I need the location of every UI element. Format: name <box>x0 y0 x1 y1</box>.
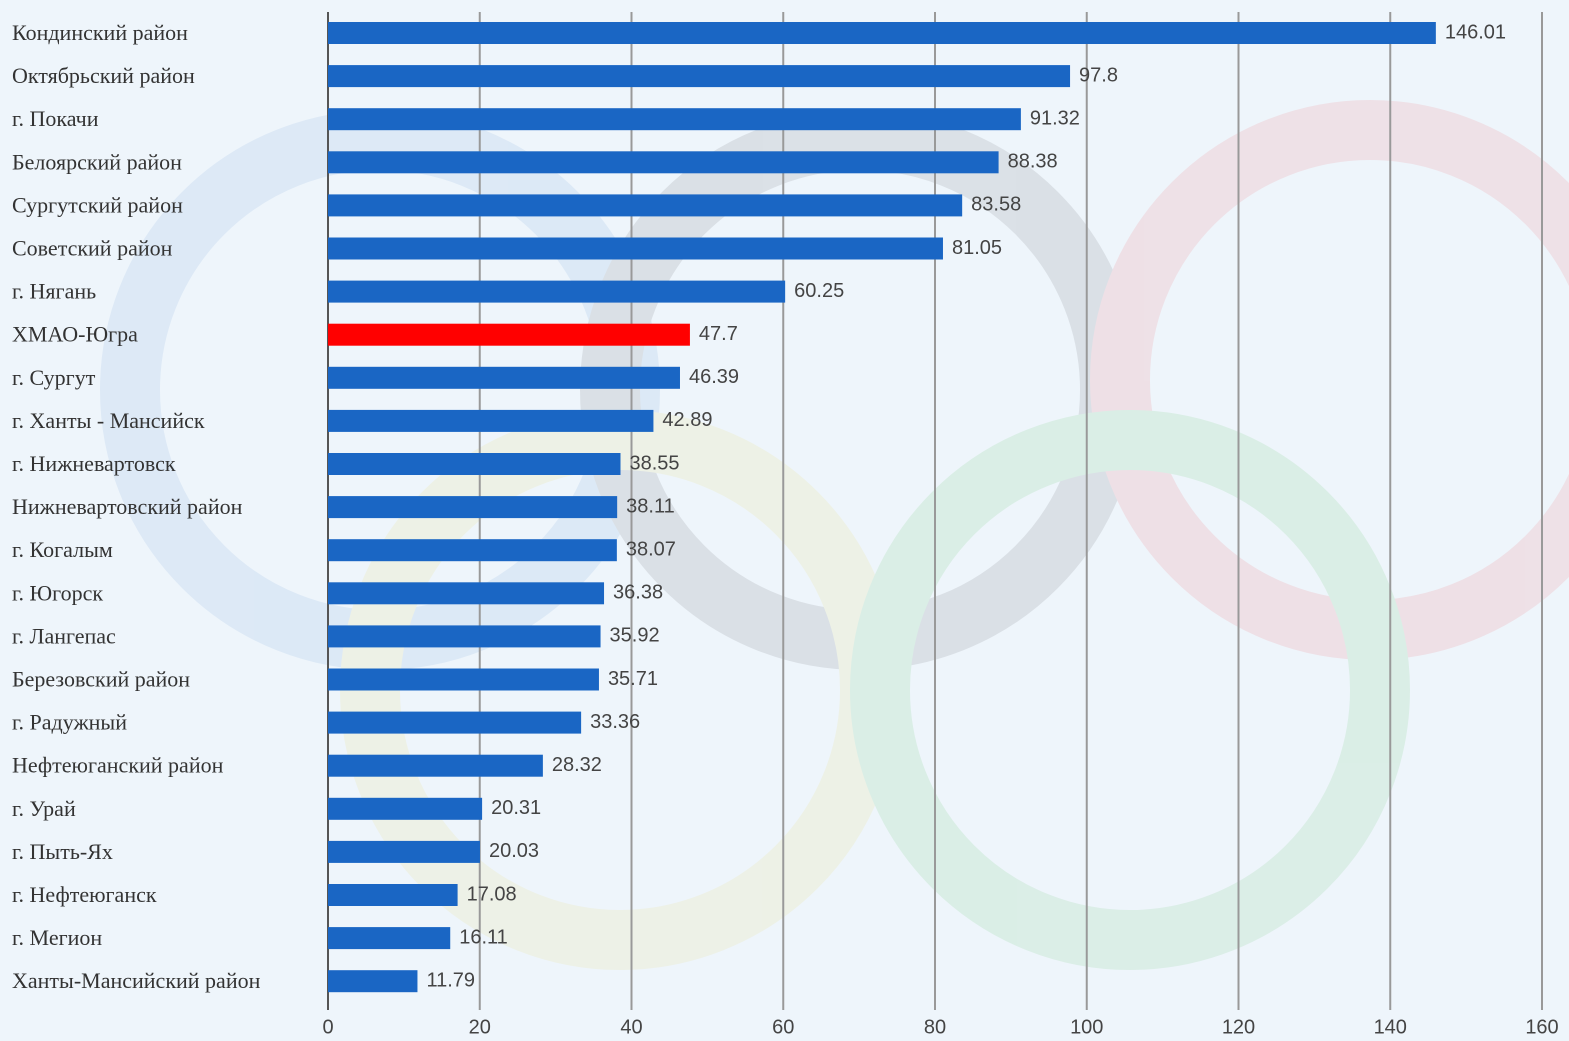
category-label: Белоярский район <box>12 149 182 174</box>
value-label: 42.89 <box>662 409 712 431</box>
bar <box>328 280 786 303</box>
category-label: Нефтеюганский район <box>12 753 224 778</box>
value-label: 38.07 <box>626 538 676 560</box>
value-label: 20.31 <box>491 797 541 819</box>
bar <box>328 151 999 174</box>
category-label: г. Покачи <box>12 106 99 131</box>
category-label: г. Лангепас <box>12 623 116 648</box>
bar <box>328 453 621 475</box>
value-label: 11.79 <box>426 969 475 991</box>
x-tick-label: 160 <box>1525 1016 1558 1038</box>
ring <box>580 110 1140 670</box>
value-label: 36.38 <box>613 582 663 604</box>
category-label: г. Нижневартовск <box>12 451 176 476</box>
category-label: ХМАО-Югра <box>12 322 138 347</box>
value-label: 28.32 <box>552 754 602 776</box>
category-label: г. Нягань <box>12 279 96 304</box>
category-label: г. Югорск <box>12 580 103 605</box>
x-tick-label: 60 <box>772 1016 794 1038</box>
value-label: 20.03 <box>489 840 539 862</box>
category-label: Сургутский район <box>12 192 183 217</box>
bar <box>328 970 418 993</box>
value-label: 33.36 <box>590 711 640 733</box>
bar <box>328 754 543 777</box>
x-tick-label: 120 <box>1222 1016 1255 1038</box>
category-label: г. Радужный <box>12 710 127 735</box>
value-label: 35.71 <box>608 668 658 690</box>
bar <box>328 927 451 950</box>
category-label: г. Когалым <box>12 537 113 562</box>
bar <box>328 22 1436 44</box>
value-label: 146.01 <box>1445 21 1506 43</box>
ring <box>1090 100 1569 660</box>
value-label: 88.38 <box>1008 151 1058 173</box>
category-label: Кондинский район <box>12 20 188 45</box>
bar <box>328 840 480 863</box>
value-label: 38.11 <box>626 495 675 517</box>
value-label: 83.58 <box>971 194 1021 216</box>
bar <box>328 582 605 605</box>
bar <box>328 323 690 346</box>
category-label: г. Сургут <box>12 365 96 390</box>
category-label: г. Урай <box>12 796 76 821</box>
category-label: Березовский район <box>12 667 190 692</box>
bar <box>328 711 582 734</box>
value-label: 60.25 <box>794 280 844 302</box>
bar <box>328 237 943 260</box>
bar <box>328 194 963 217</box>
bar <box>328 668 599 691</box>
x-tick-label: 80 <box>924 1016 946 1038</box>
category-label: Ханты-Мансийский район <box>12 968 261 993</box>
bar <box>328 409 654 432</box>
category-label: Советский район <box>12 236 173 261</box>
category-label: Нижневартовский район <box>12 494 243 519</box>
x-tick-label: 20 <box>469 1016 491 1038</box>
x-tick-label: 0 <box>322 1016 333 1038</box>
value-label: 81.05 <box>952 237 1002 259</box>
value-label: 16.11 <box>459 926 508 948</box>
bar <box>328 366 680 389</box>
bar <box>328 625 601 648</box>
bar <box>328 539 617 562</box>
category-label: г. Нефтеюганск <box>12 882 157 907</box>
category-label: г. Пыть-Ях <box>12 839 113 864</box>
x-tick-label: 100 <box>1070 1016 1103 1038</box>
value-label: 91.32 <box>1030 107 1080 129</box>
value-label: 38.55 <box>629 452 679 474</box>
category-label: г. Ханты - Мансийск <box>12 408 205 433</box>
ring <box>850 410 1410 970</box>
x-tick-label: 140 <box>1374 1016 1407 1038</box>
bar <box>328 884 458 906</box>
value-label: 17.08 <box>467 883 517 905</box>
value-label: 47.7 <box>699 323 738 345</box>
category-label: г. Мегион <box>12 925 102 950</box>
bar <box>328 496 618 519</box>
category-label: Октябрьский район <box>12 63 195 88</box>
bar <box>328 65 1071 88</box>
bar <box>328 797 483 820</box>
bar <box>328 108 1021 131</box>
value-label: 46.39 <box>689 366 739 388</box>
x-tick-label: 40 <box>620 1016 642 1038</box>
value-label: 35.92 <box>610 625 660 647</box>
value-label: 97.8 <box>1079 64 1118 86</box>
